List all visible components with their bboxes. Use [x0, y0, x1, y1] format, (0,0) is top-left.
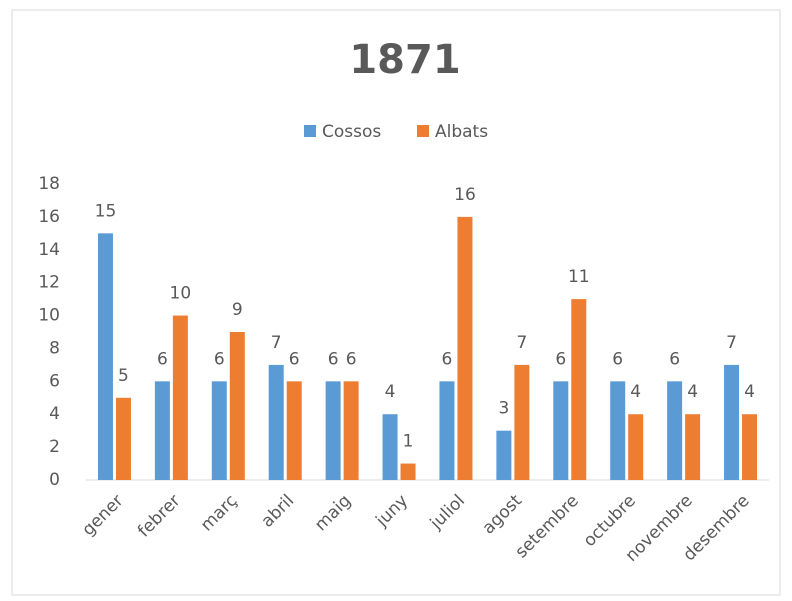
- y-tick-label: 16: [38, 207, 60, 227]
- value-label: 6: [346, 349, 357, 369]
- bar: [724, 364, 740, 480]
- value-label: 6: [289, 349, 300, 369]
- value-label: 6: [157, 349, 168, 369]
- y-tick-label: 18: [38, 174, 60, 194]
- value-label: 16: [454, 185, 476, 205]
- bar: [496, 430, 512, 480]
- y-tick-label: 10: [38, 306, 60, 326]
- y-tick-label: 0: [49, 470, 60, 490]
- value-label: 11: [568, 267, 590, 287]
- bar: [268, 364, 284, 480]
- bar: [628, 414, 644, 480]
- y-tick-label: 14: [38, 240, 60, 260]
- value-label: 7: [726, 333, 737, 353]
- y-tick-label: 8: [49, 338, 60, 358]
- value-label: 9: [232, 300, 243, 320]
- bar: [553, 381, 569, 480]
- bar: [610, 381, 626, 480]
- chart-title: 1871: [349, 37, 460, 83]
- value-label: 3: [498, 399, 509, 419]
- bar: [325, 381, 341, 480]
- bar: [400, 463, 416, 480]
- y-tick-label: 4: [49, 404, 60, 424]
- value-label: 4: [630, 382, 641, 402]
- value-label: 6: [669, 349, 680, 369]
- bar: [343, 381, 359, 480]
- bar: [742, 414, 758, 480]
- legend-label: Cossos: [322, 122, 381, 142]
- chart-border: [11, 9, 781, 596]
- bar: [667, 381, 683, 480]
- bar: [115, 397, 131, 480]
- y-tick-label: 2: [49, 437, 60, 457]
- value-label: 6: [612, 349, 623, 369]
- value-label: 10: [170, 284, 192, 304]
- value-label: 6: [328, 349, 339, 369]
- value-label: 6: [555, 349, 566, 369]
- legend-label: Albats: [435, 122, 488, 142]
- bar: [172, 315, 188, 480]
- bar: [286, 381, 302, 480]
- legend-swatch: [304, 125, 316, 137]
- value-label: 1: [403, 432, 414, 452]
- value-label: 4: [687, 382, 698, 402]
- value-label: 5: [118, 366, 129, 386]
- bar: [514, 364, 530, 480]
- bar: [97, 233, 113, 480]
- bar: [382, 414, 398, 480]
- value-label: 4: [744, 382, 755, 402]
- legend-swatch: [417, 125, 429, 137]
- value-label: 7: [271, 333, 282, 353]
- value-label: 7: [516, 333, 527, 353]
- bar: [439, 381, 455, 480]
- bar: [571, 299, 587, 480]
- value-label: 6: [442, 349, 453, 369]
- value-label: 6: [214, 349, 225, 369]
- bar: [457, 216, 473, 480]
- y-tick-label: 12: [38, 273, 60, 293]
- bar: [229, 332, 245, 480]
- value-label: 15: [95, 201, 117, 221]
- bar: [211, 381, 227, 480]
- bar: [685, 414, 701, 480]
- y-tick-label: 6: [49, 371, 60, 391]
- value-label: 4: [385, 382, 396, 402]
- bar: [154, 381, 170, 480]
